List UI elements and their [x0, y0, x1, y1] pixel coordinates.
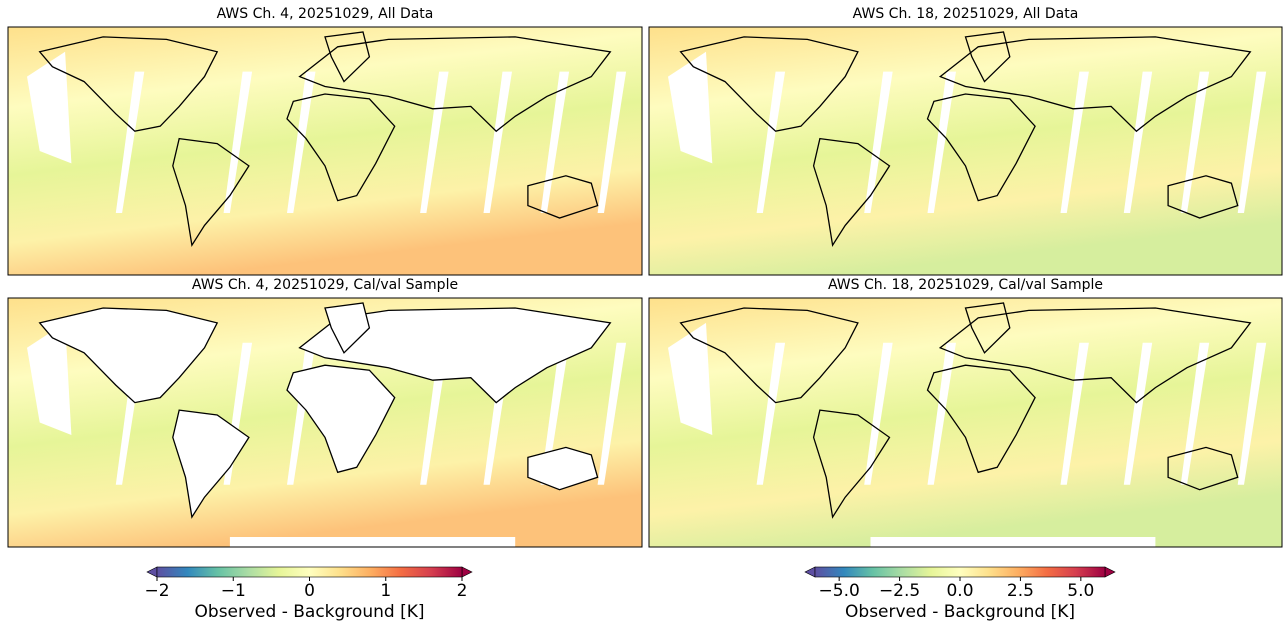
colorbar-tick-label: 1: [380, 581, 391, 601]
colorbar-tick-label: −1: [221, 581, 246, 601]
colorbar-tick-label: 2.5: [1007, 581, 1034, 601]
panel-title: AWS Ch. 18, 20251029, Cal/val Sample: [828, 277, 1103, 293]
colorbar-tick-label: 0.0: [946, 581, 973, 601]
colorbar-tick-label: 2: [457, 581, 468, 601]
colorbar-label: Observed - Background [K]: [845, 602, 1075, 622]
colorbar-tick-label: 0: [304, 581, 315, 601]
colorbar-label: Observed - Background [K]: [195, 602, 425, 622]
map-background: [8, 27, 642, 275]
panel-title: AWS Ch. 18, 20251029, All Data: [853, 6, 1079, 22]
map-background: [649, 298, 1282, 547]
colorbar-tick-label: −2: [144, 581, 169, 601]
colorbar-tick-label: 5.0: [1067, 581, 1094, 601]
panel-title: AWS Ch. 4, 20251029, All Data: [217, 6, 434, 22]
colorbar-extend: [147, 567, 157, 577]
colorbar-extend: [805, 567, 815, 577]
figure: AWS Ch. 4, 20251029, All Data AWS Ch. 18,…: [0, 0, 1284, 627]
colorbar-tick-label: −2.5: [879, 581, 920, 601]
data-gap: [871, 537, 1156, 547]
colorbar-tick-label: −5.0: [819, 581, 860, 601]
panel-title: AWS Ch. 4, 20251029, Cal/val Sample: [192, 277, 458, 293]
colorbar: [815, 567, 1105, 577]
colorbar-extend: [462, 567, 472, 577]
colorbar: [157, 567, 462, 577]
map-background: [649, 27, 1282, 275]
data-gap: [230, 537, 515, 547]
colorbar-extend: [1105, 567, 1115, 577]
